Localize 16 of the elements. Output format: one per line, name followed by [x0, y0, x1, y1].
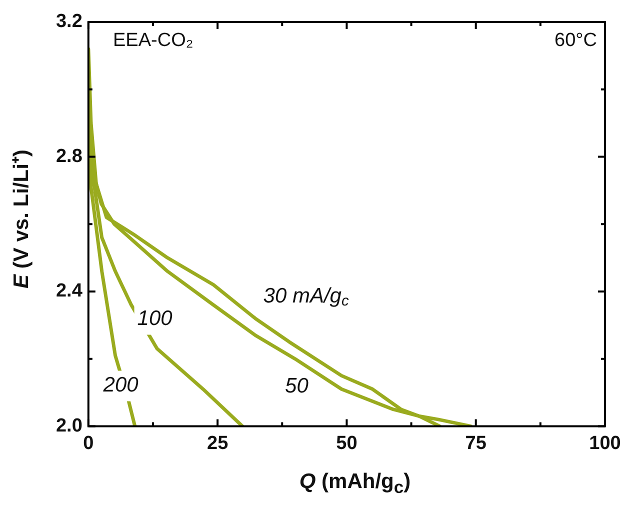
x-tick-label: 75: [465, 432, 487, 454]
series-label: 50: [285, 374, 309, 398]
x-tick-label: 25: [206, 432, 229, 454]
x-tick-label: 100: [589, 432, 621, 454]
annotation: 60°C: [554, 30, 597, 52]
series-label: 200: [102, 373, 139, 396]
y-tick-label: 3.2: [56, 11, 82, 32]
x-axis-title: Q (mAh/g$_{c}$): [298, 470, 412, 498]
x-tick-label: 50: [336, 432, 358, 454]
series-label: 100: [137, 306, 173, 330]
x-tick-label: 0: [83, 432, 94, 454]
annotation: EEA-CO₂: [113, 30, 194, 52]
y-axis-title: E (V vs. Li/Li⁺): [9, 148, 34, 290]
y-tick-label: 2.4: [56, 280, 83, 302]
y-tick-label: 2.8: [56, 146, 82, 167]
y-tick-label: 2.0: [56, 415, 82, 436]
